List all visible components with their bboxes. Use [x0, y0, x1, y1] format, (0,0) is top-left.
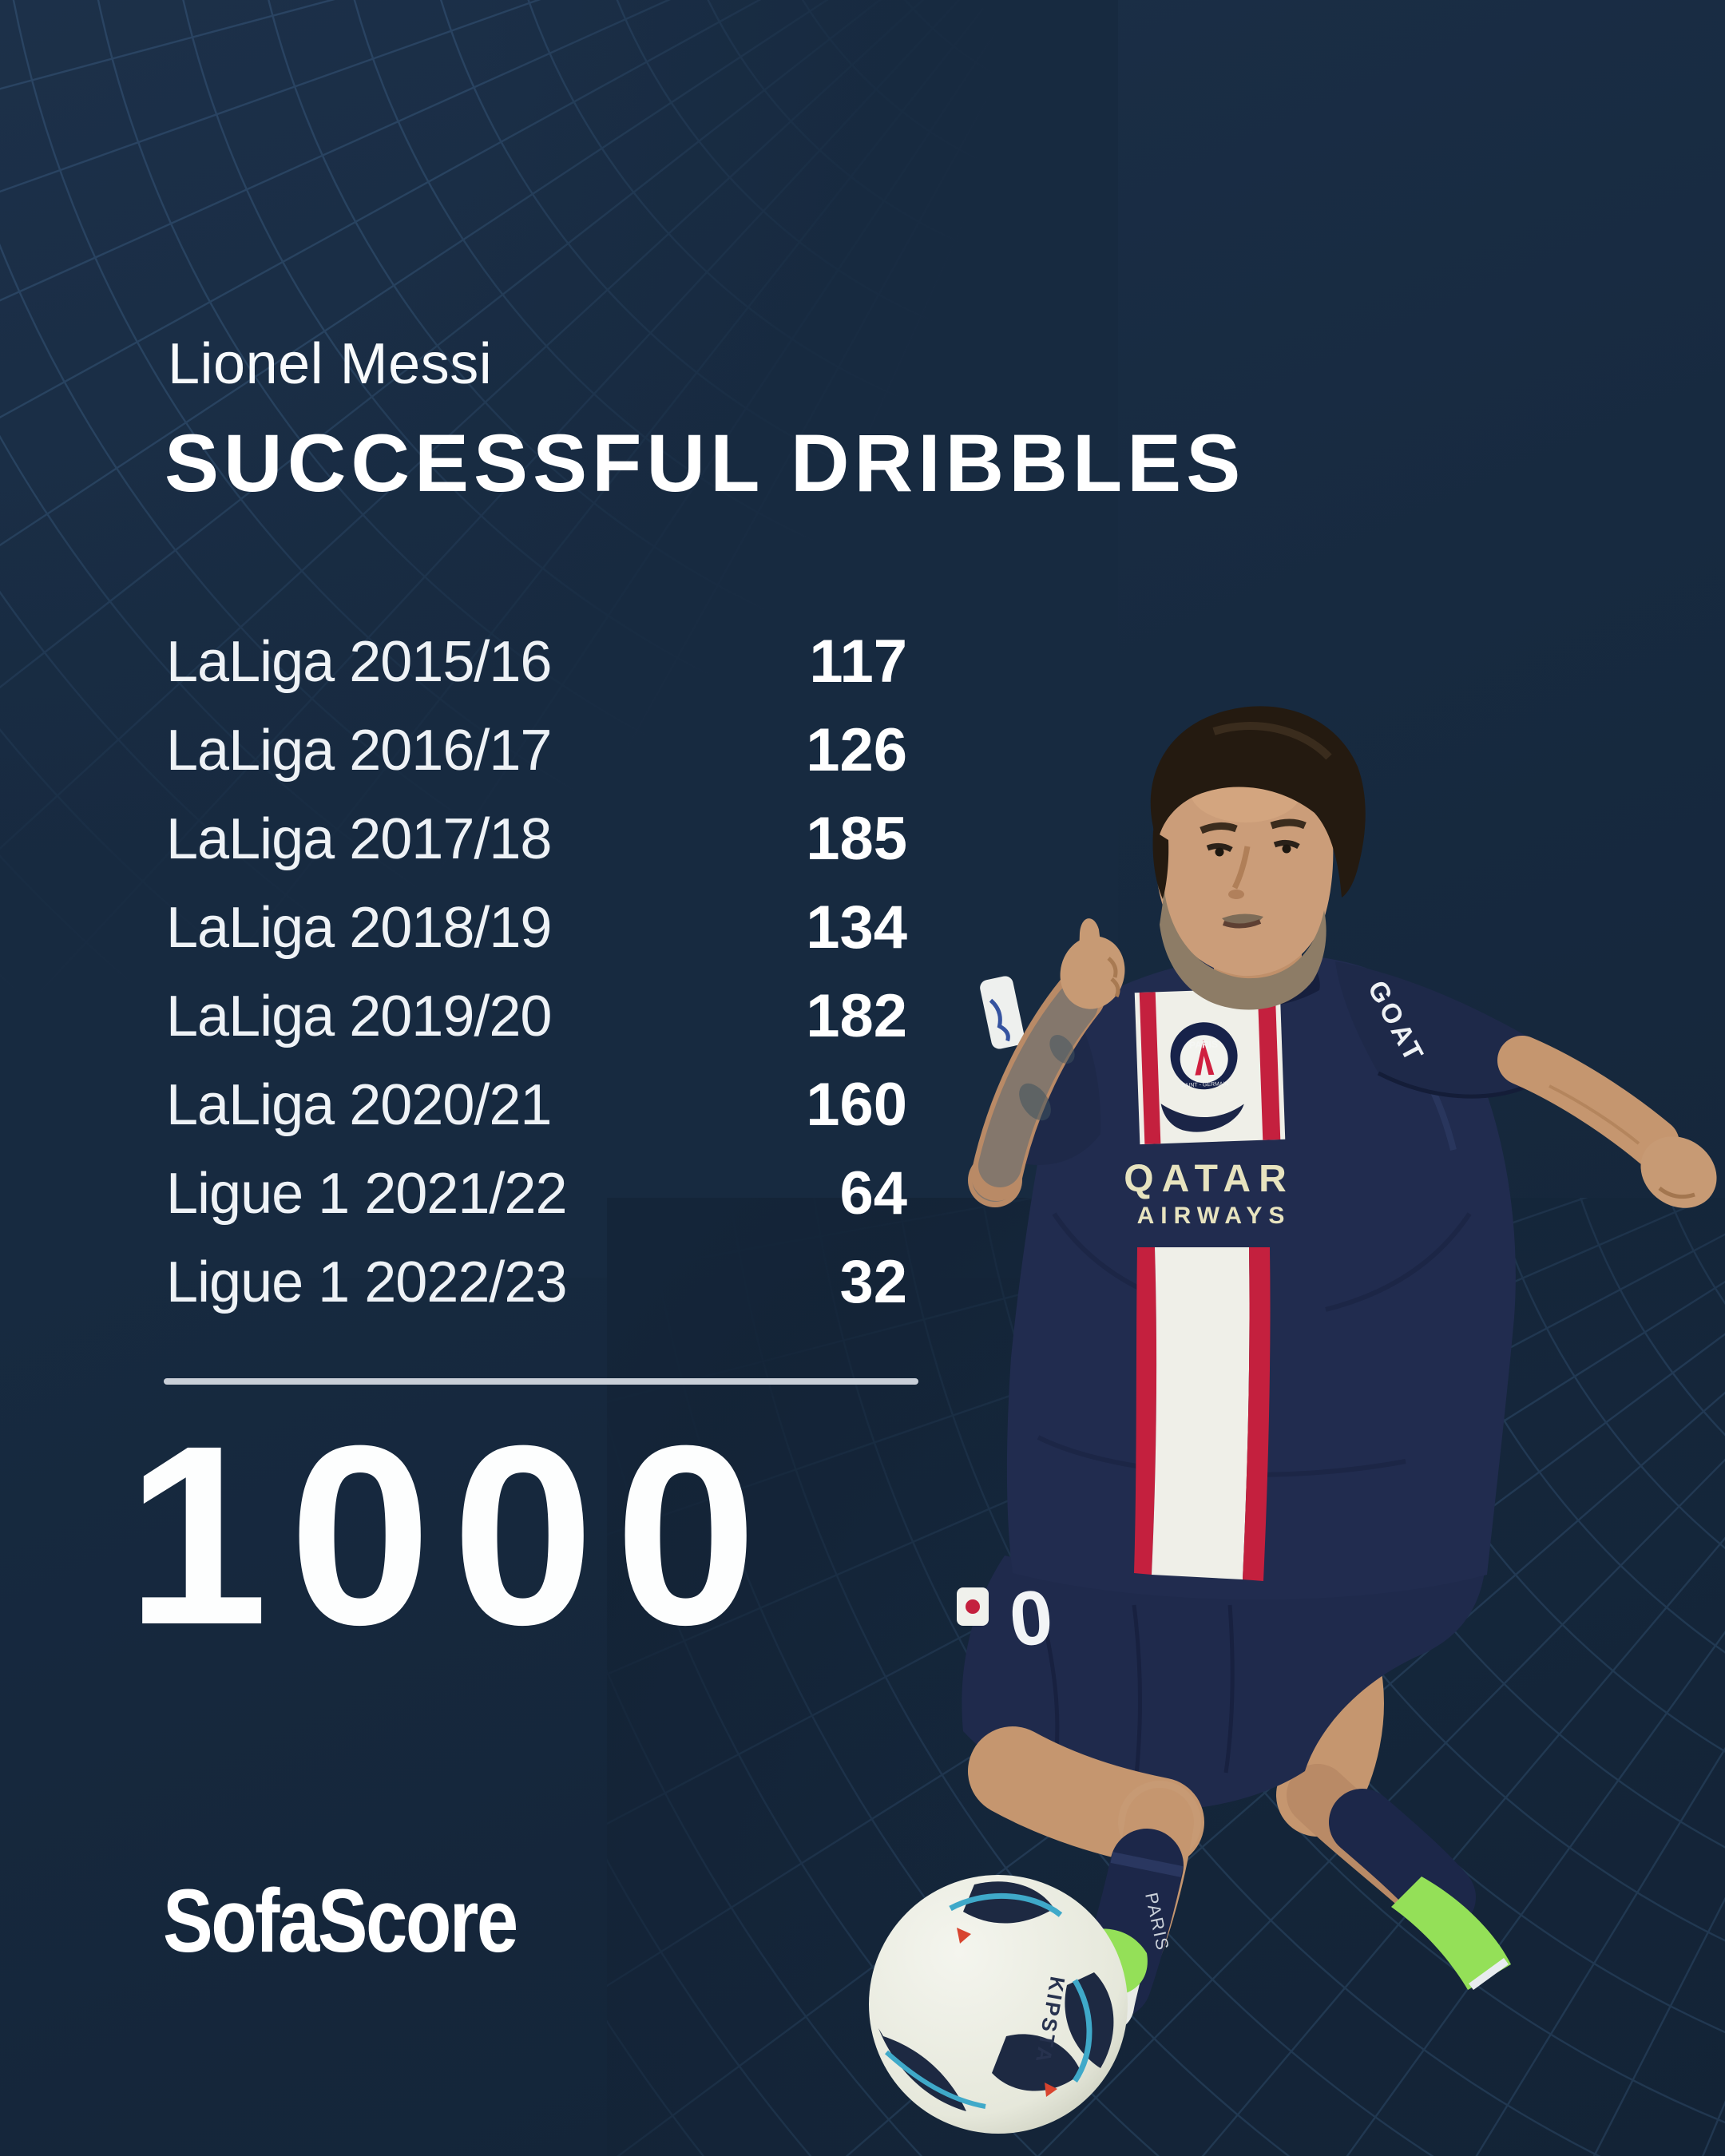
hair [1150, 706, 1366, 898]
stat-row: Ligue 1 2021/22 64 [166, 1149, 907, 1238]
stats-list: LaLiga 2015/16 117 LaLiga 2016/17 126 La… [166, 617, 907, 1326]
stat-row: Ligue 1 2022/23 32 [166, 1238, 907, 1326]
season-label: LaLiga 2017/18 [166, 807, 552, 871]
beard [1160, 891, 1326, 1010]
jersey-center-stripe: PARIS SAINT - GERMAIN QATAR AIRWAYS [1124, 987, 1295, 1581]
right-arm: GOAT [1335, 961, 1717, 1208]
dribbles-value: 182 [806, 982, 907, 1050]
season-label: LaLiga 2018/19 [166, 895, 552, 960]
dribbles-value: 117 [809, 628, 907, 696]
season-label: LaLiga 2015/16 [166, 629, 552, 694]
page-title: SUCCESSFUL DRIBBLES [165, 418, 1246, 509]
stat-row: LaLiga 2015/16 117 [166, 617, 907, 706]
raised-hand [1060, 918, 1125, 1009]
dribbles-value: 126 [806, 716, 907, 784]
season-label: Ligue 1 2022/23 [166, 1250, 567, 1314]
sofascore-logo: SofaScore [163, 1871, 518, 1971]
stat-row: LaLiga 2019/20 182 [166, 972, 907, 1060]
tattoo-sleeve [978, 983, 1098, 1187]
ball: KIPSTA [869, 1875, 1128, 2134]
stat-row: LaLiga 2016/17 126 [166, 706, 907, 795]
dribbles-value: 160 [806, 1071, 907, 1139]
crest-saint-germain-text: SAINT - GERMAIN [1181, 1081, 1229, 1088]
dribbles-value: 134 [806, 894, 907, 961]
ligue1-patch [980, 976, 1025, 1049]
psg-crest: PARIS SAINT - GERMAIN [1170, 1022, 1238, 1090]
shorts: 0 [957, 1556, 1485, 1811]
back-boot [1391, 1877, 1511, 1990]
shorts-number: 0 [1005, 1574, 1057, 1663]
head [1150, 706, 1366, 1010]
sponsor-qatar-text: QATAR [1124, 1158, 1295, 1200]
stat-row: LaLiga 2020/21 160 [166, 1060, 907, 1149]
season-label: LaLiga 2016/17 [166, 718, 552, 783]
sponsor-airways-text: AIRWAYS [1137, 1203, 1291, 1229]
total-dribbles: 1000 [126, 1392, 778, 1678]
stat-row: LaLiga 2018/19 134 [166, 883, 907, 972]
stat-row: LaLiga 2017/18 185 [166, 795, 907, 883]
player-name: Lionel Messi [168, 332, 493, 396]
season-label: LaLiga 2019/20 [166, 984, 552, 1048]
messi-photo: 0 GOAT [869, 706, 1717, 2134]
season-label: LaLiga 2020/21 [166, 1072, 552, 1137]
divider-line [164, 1378, 918, 1385]
dribbles-value: 64 [839, 1159, 907, 1227]
nike-swoosh [1160, 1104, 1244, 1132]
dribbles-value: 32 [839, 1248, 907, 1316]
crest-paris-text: PARIS [1189, 1039, 1218, 1051]
left-arm [968, 918, 1125, 1207]
dribbles-value: 185 [806, 805, 907, 873]
season-label: Ligue 1 2021/22 [166, 1161, 567, 1226]
